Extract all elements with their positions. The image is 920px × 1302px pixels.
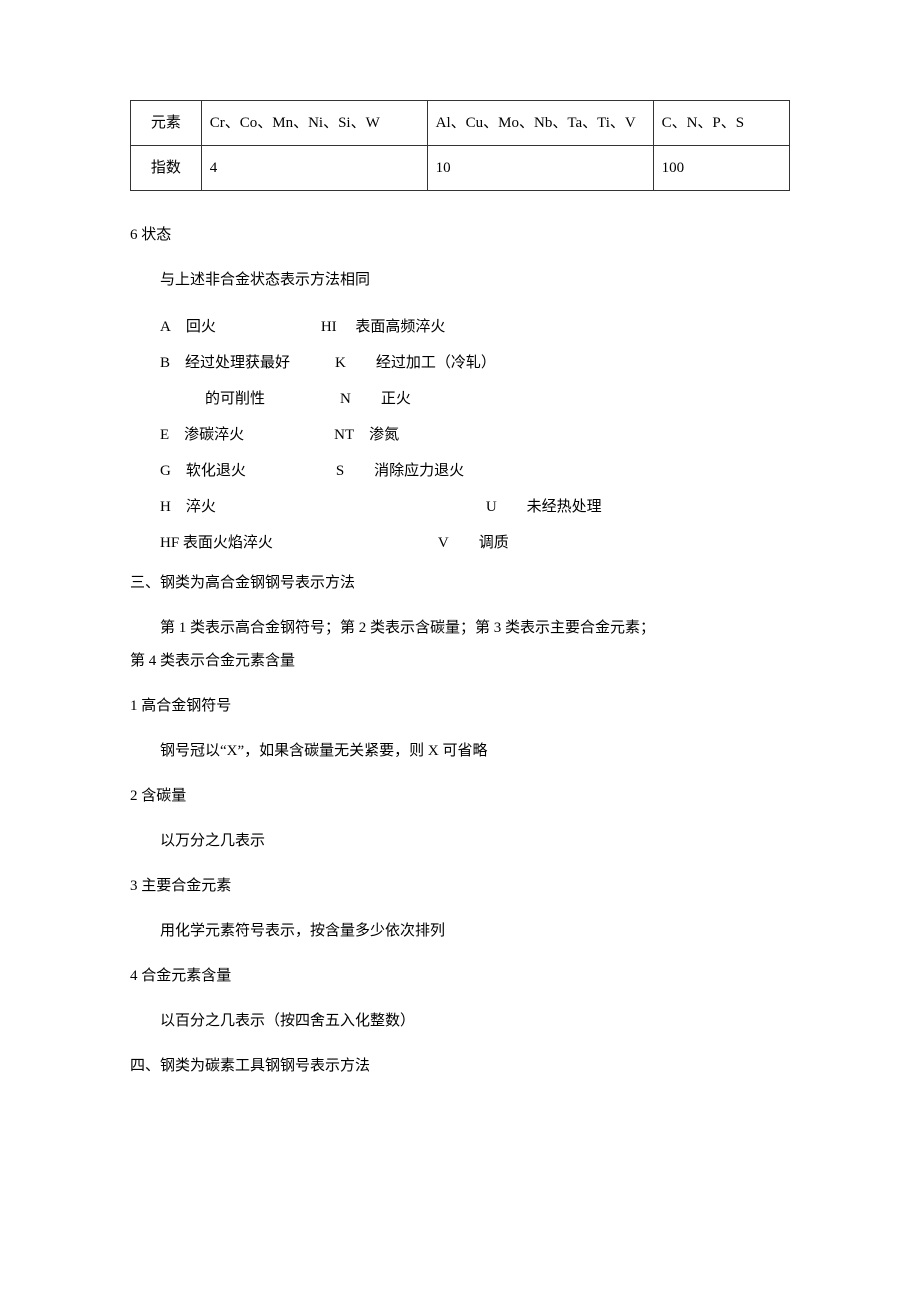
cell-row1-col1: 元素 xyxy=(131,101,202,146)
cell-row1-col2: Cr、Co、Mn、Ni、Si、W xyxy=(201,101,427,146)
item-2-body: 以万分之几表示 xyxy=(130,825,790,858)
item-1-heading: 1 高合金钢符号 xyxy=(130,690,790,723)
cell-row2-col2: 4 xyxy=(201,146,427,191)
item-2-heading: 2 含碳量 xyxy=(130,780,790,813)
cell-row2-col1: 指数 xyxy=(131,146,202,191)
status-line: 的可削性 N 正火 xyxy=(160,381,790,417)
status-line: A 回火 HI 表面高频淬火 xyxy=(160,309,790,345)
section-3-title: 三、钢类为高合金钢钢号表示方法 xyxy=(130,567,790,600)
section-4-title: 四、钢类为碳素工具钢钢号表示方法 xyxy=(130,1050,790,1083)
item-3-heading: 3 主要合金元素 xyxy=(130,870,790,903)
cell-row1-col3: Al、Cu、Mo、Nb、Ta、Ti、V xyxy=(427,101,653,146)
table-row: 指数 4 10 100 xyxy=(131,146,790,191)
item-1-body: 钢号冠以“X”，如果含碳量无关紧要，则 X 可省略 xyxy=(130,735,790,768)
status-line: HF 表面火焰淬火 V 调质 xyxy=(160,525,790,561)
section-6-title: 6 状态 xyxy=(130,219,790,252)
status-line: E 渗碳淬火 NT 渗氮 xyxy=(160,417,790,453)
section-6-intro: 与上述非合金状态表示方法相同 xyxy=(130,264,790,297)
item-4-heading: 4 合金元素含量 xyxy=(130,960,790,993)
element-index-table: 元素 Cr、Co、Mn、Ni、Si、W Al、Cu、Mo、Nb、Ta、Ti、V … xyxy=(130,100,790,191)
status-line: G 软化退火 S 消除应力退火 xyxy=(160,453,790,489)
status-line: H 淬火 U 未经热处理 xyxy=(160,489,790,525)
table-row: 元素 Cr、Co、Mn、Ni、Si、W Al、Cu、Mo、Nb、Ta、Ti、V … xyxy=(131,101,790,146)
section-3-intro-cont: 第 4 类表示合金元素含量 xyxy=(130,645,790,678)
document-page: 元素 Cr、Co、Mn、Ni、Si、W Al、Cu、Mo、Nb、Ta、Ti、V … xyxy=(0,0,920,1155)
item-4-body: 以百分之几表示（按四舍五入化整数） xyxy=(130,1005,790,1038)
section-3-intro: 第 1 类表示高合金钢符号；第 2 类表示含碳量；第 3 类表示主要合金元素； xyxy=(130,612,790,645)
item-3-body: 用化学元素符号表示，按含量多少依次排列 xyxy=(130,915,790,948)
status-code-list: A 回火 HI 表面高频淬火 B 经过处理获最好 K 经过加工（冷轧） 的可削性… xyxy=(160,309,790,561)
cell-row2-col3: 10 xyxy=(427,146,653,191)
status-line: B 经过处理获最好 K 经过加工（冷轧） xyxy=(160,345,790,381)
cell-row1-col4: C、N、P、S xyxy=(653,101,789,146)
cell-row2-col4: 100 xyxy=(653,146,789,191)
